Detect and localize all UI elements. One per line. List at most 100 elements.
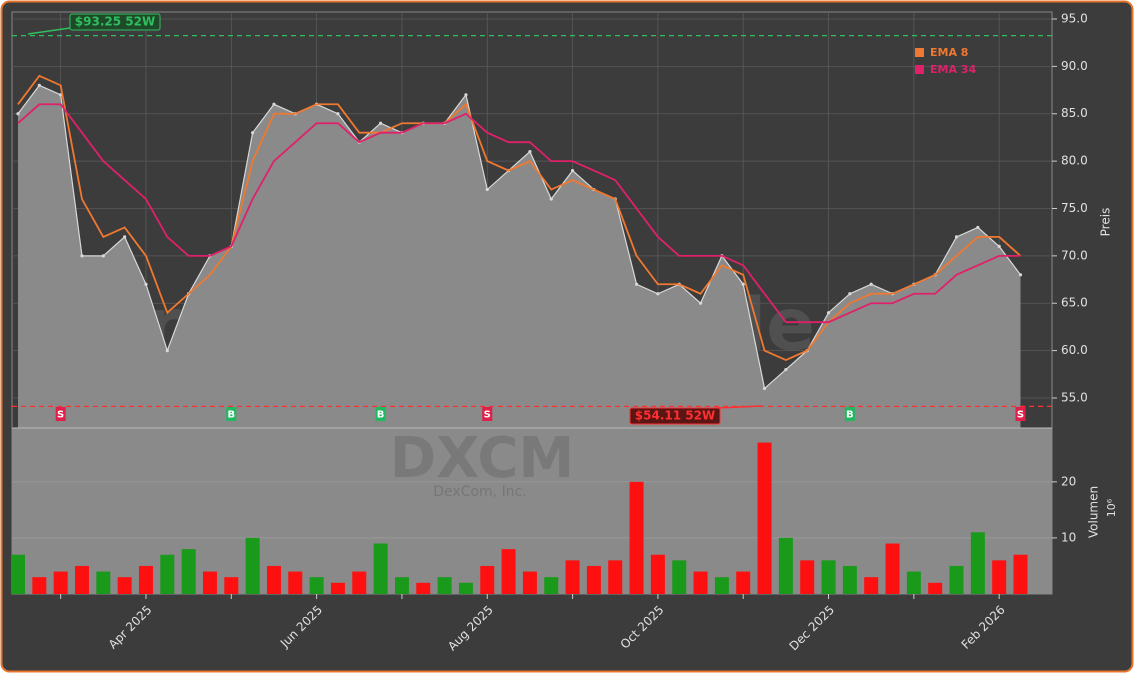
price-line	[17, 84, 1021, 390]
volume-bar	[373, 543, 388, 594]
volume-bar	[949, 565, 964, 594]
price-point	[1018, 273, 1023, 277]
signal-marker	[482, 407, 493, 421]
price-point	[123, 235, 127, 239]
y-tick-label: 10	[1061, 530, 1076, 544]
volume-bar	[117, 577, 132, 594]
price-point	[336, 112, 340, 116]
volume-bar	[309, 577, 324, 594]
y-tick-label: 70.0	[1061, 248, 1088, 262]
annotation-arrow	[27, 27, 71, 35]
volume-bar	[608, 560, 623, 594]
volume-bar	[544, 577, 559, 594]
signal-marker	[1015, 407, 1026, 421]
volume-bar	[160, 554, 175, 594]
volume-bar	[266, 565, 281, 594]
volume-bar	[864, 577, 879, 594]
volume-bar	[992, 560, 1007, 594]
volume-bar	[53, 571, 68, 594]
price-point	[954, 235, 959, 239]
price-point	[485, 187, 489, 192]
signal-marker	[226, 407, 237, 421]
legend-label: EMA 34	[930, 63, 976, 76]
volume-bar	[458, 582, 473, 594]
volume-bar	[138, 565, 153, 594]
y-tick-label: 65.0	[1061, 296, 1088, 310]
volume-bar	[629, 481, 644, 594]
volume-bar	[245, 537, 260, 594]
price-point	[869, 282, 873, 286]
annotation-box	[69, 13, 161, 31]
signal-label: B	[227, 410, 235, 421]
price-point	[784, 367, 788, 372]
price-point	[762, 386, 767, 391]
price-point	[528, 150, 532, 154]
volume-bar	[202, 571, 217, 594]
price-point	[37, 83, 41, 87]
y-tick-label: 20	[1061, 474, 1076, 488]
price-point	[698, 301, 703, 305]
signal-label: S	[484, 410, 491, 421]
price-point	[464, 93, 468, 97]
ema-line	[17, 74, 1022, 362]
price-point	[976, 225, 980, 230]
price-point	[80, 254, 84, 258]
volume-bar	[693, 571, 708, 594]
ema-line	[17, 103, 1021, 324]
y-tick-label: 90.0	[1061, 59, 1088, 73]
volume-bar	[32, 577, 47, 594]
legend-swatch	[915, 65, 924, 74]
volume-bar	[778, 537, 793, 594]
y-axis-label: Preis	[1099, 208, 1113, 237]
price-point	[272, 102, 276, 106]
volume-bar	[906, 571, 921, 594]
volume-bar	[522, 571, 537, 594]
legend-label: EMA 8	[930, 46, 968, 59]
price-point	[101, 254, 105, 258]
price-point	[165, 348, 169, 353]
volume-bar	[437, 577, 452, 594]
price-point	[848, 292, 852, 296]
volume-bar	[757, 442, 772, 594]
price-point	[549, 197, 553, 201]
volume-bar	[928, 582, 943, 594]
volume-bar	[800, 560, 815, 594]
volume-bar	[480, 565, 495, 594]
signal-label: B	[846, 410, 854, 421]
price-point	[570, 168, 575, 173]
watermark: DXCM	[390, 426, 575, 491]
y-tick-label: 75.0	[1061, 201, 1088, 215]
signal-marker	[844, 407, 855, 421]
volume-bar	[714, 577, 729, 594]
volume-bar	[11, 554, 25, 594]
volume-bar	[565, 560, 580, 594]
volume-bar	[288, 571, 303, 594]
volume-bar	[586, 565, 601, 594]
price-point	[741, 282, 745, 286]
y-tick-label: 95.0	[1061, 12, 1088, 26]
y-axis-unit: 10⁶	[1105, 498, 1118, 517]
signal-label: B	[377, 410, 385, 421]
volume-bar	[970, 532, 985, 594]
volume-bar	[224, 577, 239, 594]
legend-swatch	[915, 48, 924, 57]
volume-bar	[181, 549, 196, 594]
price-point	[16, 112, 20, 116]
signal-marker	[375, 407, 386, 421]
volume-bar	[885, 543, 900, 594]
price-point	[634, 282, 639, 286]
volume-bar	[330, 582, 345, 594]
volume-bar	[1013, 554, 1028, 594]
price-point	[656, 292, 660, 296]
volume-bar	[842, 565, 857, 594]
volume-bar	[821, 560, 836, 594]
signal-label: S	[57, 410, 64, 421]
annotation-box	[629, 407, 721, 425]
volume-bar	[672, 560, 687, 594]
y-axis-label: Volumen	[1087, 486, 1101, 538]
volume-bar	[394, 577, 409, 594]
annotation-label: $93.25 52W	[75, 15, 155, 29]
volume-bar	[74, 565, 89, 594]
y-tick-label: 80.0	[1061, 154, 1088, 168]
